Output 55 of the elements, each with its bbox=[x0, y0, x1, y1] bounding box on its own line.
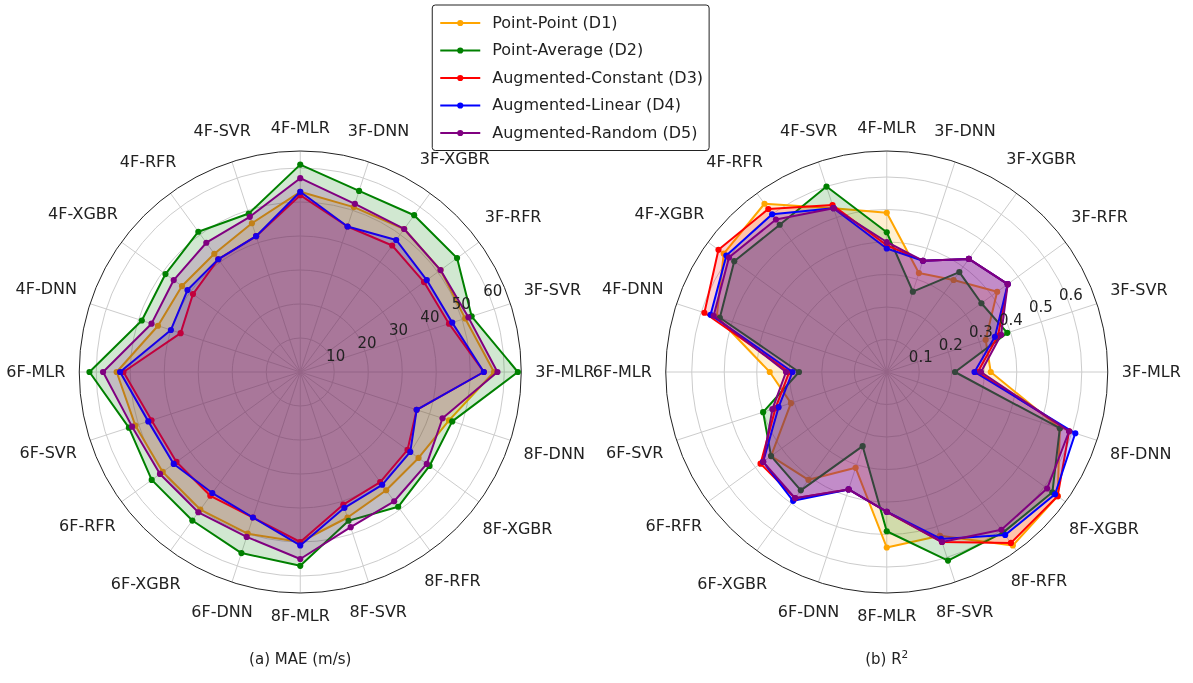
legend-label: Point-Average (D2) bbox=[492, 40, 644, 59]
spoke-label: 8F-MLR bbox=[857, 605, 917, 625]
spoke-label: 8F-RFR bbox=[424, 570, 481, 590]
spoke-label: 6F-DNN bbox=[191, 602, 253, 622]
legend-label: Augmented-Linear (D4) bbox=[492, 95, 681, 114]
spoke-label: 3F-RFR bbox=[484, 206, 542, 226]
spoke-label: 3F-DNN bbox=[934, 120, 996, 140]
spoke-label: 8F-DNN bbox=[1109, 444, 1172, 463]
spoke-label: 4F-MLR bbox=[270, 117, 330, 137]
spoke-label: 4F-SVR bbox=[780, 121, 838, 141]
spoke-label: 8F-XGBR bbox=[1069, 519, 1139, 539]
spoke-label: 8F-SVR bbox=[349, 601, 407, 621]
spoke-label: 4F-RFR bbox=[706, 152, 763, 172]
spoke-label: 3F-DNN bbox=[347, 120, 410, 140]
spoke-label: 6F-DNN bbox=[777, 602, 840, 622]
spoke-label: 4F-DNN bbox=[15, 279, 78, 298]
spoke-label: 3F-XGBR bbox=[1006, 148, 1077, 168]
text: (a) MAE (m/s) bbox=[249, 650, 352, 668]
spoke-label: 3F-MLR bbox=[535, 361, 595, 381]
y-tick-label: 10 bbox=[326, 347, 346, 366]
spoke-label: 4F-MLR bbox=[857, 117, 917, 137]
y-tick-label: 0.6 bbox=[1058, 285, 1083, 304]
spoke-label: 3F-RFR bbox=[1071, 206, 1128, 226]
y-tick-label: 30 bbox=[388, 321, 409, 340]
y-tick-label: 0.2 bbox=[938, 335, 963, 354]
spoke-label: 4F-SVR bbox=[193, 121, 251, 141]
spoke-label: 3F-MLR bbox=[1121, 361, 1181, 381]
spoke-label: 3F-SVR bbox=[1110, 279, 1168, 299]
spoke-label: 8F-RFR bbox=[1010, 570, 1068, 590]
spoke-label: 6F-SVR bbox=[605, 443, 664, 463]
spoke-label: 6F-SVR bbox=[19, 443, 77, 463]
y-tick-label: 0.1 bbox=[908, 348, 933, 367]
text: (b) R$^{2}$ bbox=[865, 648, 909, 668]
y-tick-label: 60 bbox=[483, 282, 503, 301]
spoke-label: 4F-RFR bbox=[119, 152, 177, 172]
spoke-label: 8F-MLR bbox=[270, 605, 330, 625]
spoke-label: 6F-XGBR bbox=[110, 574, 181, 594]
spoke-label: 8F-SVR bbox=[936, 601, 994, 621]
spoke-label: 3F-XGBR bbox=[419, 148, 490, 168]
spoke-label: 6F-XGBR bbox=[697, 574, 768, 594]
spoke-label: 6F-RFR bbox=[59, 516, 116, 536]
y-tick-label: 20 bbox=[357, 334, 377, 353]
spoke-label: 6F-RFR bbox=[645, 516, 703, 536]
spoke-label: 6F-MLR bbox=[6, 361, 66, 381]
spoke-label: 4F-XGBR bbox=[48, 203, 118, 223]
spoke-label: 4F-XGBR bbox=[634, 203, 705, 223]
legend-label: Point-Point (D1) bbox=[492, 12, 618, 32]
y-tick-label: 40 bbox=[420, 308, 440, 327]
y-tick-label: 0.5 bbox=[1028, 298, 1053, 317]
spoke-label: 3F-SVR bbox=[523, 279, 582, 299]
spoke-label: 4F-DNN bbox=[602, 279, 664, 298]
legend-label: Augmented-Random (D5) bbox=[492, 122, 698, 142]
spoke-label: 8F-DNN bbox=[523, 444, 585, 463]
legend-label: Augmented-Constant (D3) bbox=[492, 67, 704, 87]
spoke-label: 8F-XGBR bbox=[482, 519, 553, 539]
